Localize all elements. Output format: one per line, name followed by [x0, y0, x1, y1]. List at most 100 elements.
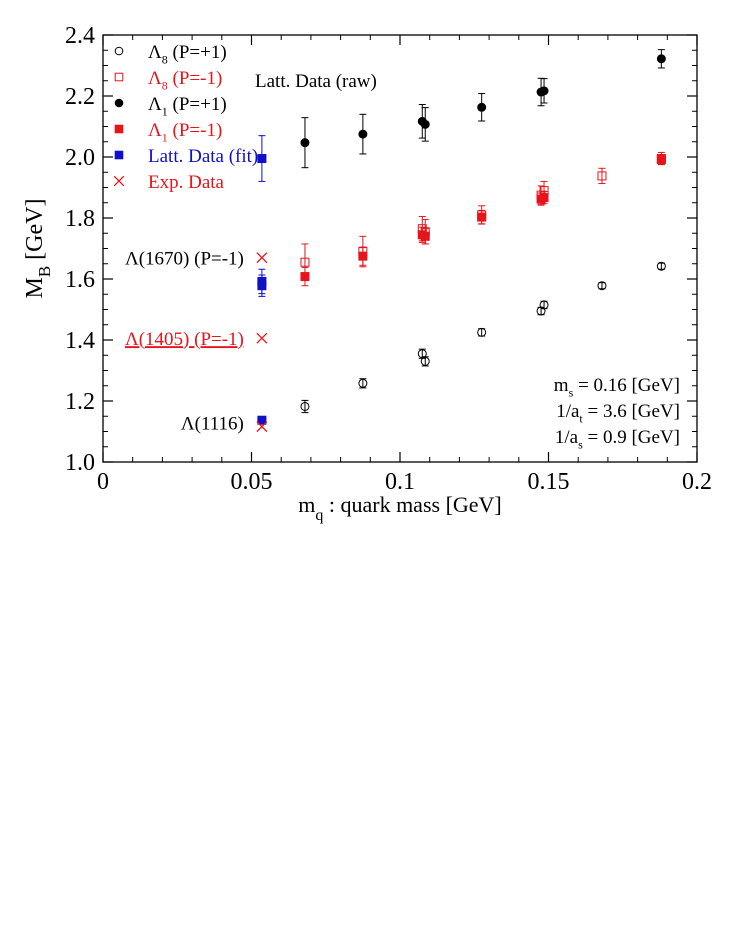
y-tick-label: 1.6 — [65, 267, 95, 293]
x-tick-label: 0.05 — [231, 469, 273, 495]
data-point — [597, 281, 607, 291]
y-axis-label-sub: B — [35, 266, 54, 277]
data-point — [256, 252, 268, 264]
legend-label: Λ1 (P=-1) — [148, 120, 222, 145]
parameter-line-rest: = 3.6 [GeV] — [583, 401, 680, 422]
parameter-line-main: m — [554, 375, 569, 396]
legend-label-main: Latt. Data (fit) — [148, 146, 258, 167]
series-2 — [300, 49, 666, 169]
legend-marker — [114, 72, 124, 82]
data-points — [256, 49, 666, 433]
y-tick-label: 1.2 — [65, 389, 95, 415]
legend-label: Λ8 (P=-1) — [148, 68, 222, 93]
x-tick-label: 0.1 — [385, 469, 415, 495]
legend-title: Latt. Data (raw) — [255, 71, 377, 92]
series-5 — [256, 252, 268, 433]
parameter-line-rest: = 0.9 [GeV] — [583, 427, 680, 448]
data-point — [257, 154, 267, 164]
data-point — [256, 332, 268, 344]
parameter-line-sub: t — [579, 412, 583, 426]
data-point — [656, 54, 666, 64]
legend-label-main: Λ — [148, 68, 162, 89]
axis-ticks — [102, 34, 698, 463]
point-annotations: Λ(1670) (P=-1) Λ(1405) (P=-1) Λ(1116) — [125, 249, 244, 435]
legend-marker — [114, 124, 124, 134]
data-point — [358, 251, 368, 261]
y-tick-label: 1.4 — [65, 328, 95, 354]
data-point — [358, 129, 368, 139]
series-3 — [300, 154, 666, 287]
legend-label-main: Exp. Data — [148, 172, 225, 193]
legend-label-sub: 1 — [162, 131, 168, 145]
legend-label-sub: 1 — [162, 105, 168, 119]
legend-label-rest: (P=+1) — [168, 94, 227, 115]
legend-label-rest: (P=+1) — [168, 42, 227, 63]
parameter-box: ms = 0.16 [GeV]1/at = 3.6 [GeV]1/as = 0.… — [554, 375, 680, 452]
x-axis-label-rest: : quark mass [GeV] — [323, 492, 501, 517]
legend-label-rest: (P=-1) — [168, 68, 223, 89]
parameter-line: ms = 0.16 [GeV] — [554, 375, 680, 400]
point-annotation: Λ(1670) (P=-1) — [125, 249, 244, 270]
x-axis-label-main: m — [298, 492, 315, 517]
y-axis-label-main: M — [22, 277, 48, 298]
parameter-line-main: 1/a — [556, 401, 580, 422]
legend-label: Latt. Data (fit) — [148, 146, 258, 167]
data-point — [539, 300, 549, 310]
parameter-line-rest: = 0.16 [GeV] — [573, 375, 680, 396]
y-axis-label-rest: [GeV] — [22, 199, 48, 266]
data-point — [656, 154, 666, 164]
legend-label-main: Λ — [148, 94, 162, 115]
point-annotation: Λ(1405) (P=-1) — [125, 329, 244, 350]
data-point — [300, 138, 310, 148]
legend-label: Λ8 (P=+1) — [148, 42, 227, 67]
x-axis-label: mq : quark mass [GeV] — [298, 492, 502, 524]
legend-marker — [114, 46, 124, 56]
data-point — [358, 378, 368, 388]
x-tick-label: 0.15 — [528, 469, 570, 495]
legend-label-main: Λ — [148, 42, 162, 63]
data-point — [257, 281, 267, 291]
tick-labels: 0 0.05 0.1 0.15 0.2 1.0 1.2 1.4 1.6 1.8 2.0 2.2 2.4 — [65, 23, 712, 495]
legend-label: Exp. Data — [148, 172, 225, 193]
legend-marker — [114, 150, 124, 160]
data-point — [256, 421, 268, 433]
legend: Latt. Data (raw)Λ8 (P=+1)Λ8 (P=-1)Λ1 (P=… — [113, 42, 377, 193]
data-point — [536, 306, 546, 316]
data-point — [300, 401, 310, 411]
data-point — [420, 356, 430, 366]
data-point — [300, 272, 310, 282]
data-point — [257, 415, 267, 425]
data-point — [417, 349, 427, 359]
parameter-line-sub: s — [578, 438, 583, 452]
point-annotation: Λ(1116) — [181, 413, 244, 434]
parameter-line-main: 1/a — [555, 427, 579, 448]
y-tick-label: 1.8 — [65, 206, 95, 232]
data-point — [656, 261, 666, 271]
data-point — [597, 171, 607, 181]
data-point — [300, 257, 310, 267]
data-point — [539, 193, 549, 203]
y-tick-label: 1.0 — [65, 450, 95, 476]
parameter-line-sub: s — [569, 386, 574, 400]
x-axis-label-sub: q — [315, 507, 323, 524]
data-point — [420, 231, 430, 241]
y-axis-label: MB [GeV] — [22, 199, 54, 299]
legend-label-sub: 8 — [162, 53, 168, 67]
legend-label: Λ1 (P=+1) — [148, 94, 227, 119]
legend-label-sub: 8 — [162, 79, 168, 93]
x-tick-label: 0 — [97, 469, 109, 495]
legend-marker — [113, 175, 125, 187]
y-tick-label: 2.0 — [65, 145, 95, 171]
x-tick-label: 0.2 — [682, 469, 712, 495]
legend-label-main: Λ — [148, 120, 162, 141]
legend-marker — [114, 98, 124, 108]
parameter-line: 1/at = 3.6 [GeV] — [556, 401, 680, 426]
data-point — [477, 327, 487, 337]
data-point — [477, 102, 487, 112]
data-point — [539, 86, 549, 96]
data-point — [477, 212, 487, 222]
legend-label-rest: (P=-1) — [168, 120, 223, 141]
y-tick-label: 2.4 — [65, 23, 95, 49]
data-point — [420, 119, 430, 129]
